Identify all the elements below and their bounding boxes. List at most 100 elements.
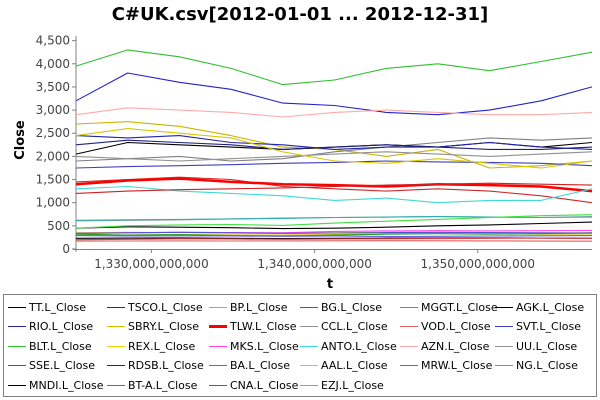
- y-tick-label: 3,500: [36, 80, 70, 94]
- legend-swatch: [107, 365, 125, 366]
- legend: TT.L_Close TSCO.L_Close BP.L_Close BG.L_Clo…: [3, 294, 597, 397]
- series-line: [75, 107, 593, 118]
- legend-label: EZJ.L_Close: [321, 378, 384, 392]
- series-line: [75, 139, 593, 150]
- legend-label: BP.L_Close: [230, 300, 288, 314]
- legend-swatch: [107, 345, 125, 347]
- y-tick-label: 3,000: [36, 103, 70, 117]
- legend-item: VOD.L_Close: [400, 318, 491, 336]
- x-tick-label: 1,330,000,000,000: [94, 257, 209, 271]
- legend-label: TLW.L_Close: [230, 320, 297, 333]
- legend-item: RIO.L_Close: [8, 318, 93, 336]
- legend-item: ANTO.L_Close: [300, 337, 397, 355]
- legend-item: NG.L_Close: [495, 357, 578, 375]
- legend-label: AGK.L_Close: [516, 300, 585, 314]
- legend-item: BA.L_Close: [209, 357, 290, 375]
- y-tick-label: 0: [62, 242, 70, 256]
- legend-swatch: [209, 345, 227, 347]
- series-line: [75, 182, 593, 194]
- legend-item: SSE.L_Close: [8, 357, 95, 375]
- legend-swatch: [209, 365, 227, 366]
- legend-label: SVT.L_Close: [516, 320, 582, 333]
- legend-item: MGGT.L_Close: [400, 298, 498, 316]
- legend-item: TLW.L_Close: [209, 318, 297, 336]
- legend-item: AAL.L_Close: [300, 357, 388, 375]
- series-line: [75, 49, 593, 86]
- legend-item: MKS.L_Close: [209, 337, 299, 355]
- legend-item: MNDI.L_Close: [8, 376, 104, 394]
- legend-swatch: [400, 345, 418, 347]
- y-tick-label: 1,000: [36, 196, 70, 210]
- legend-swatch: [209, 325, 227, 328]
- legend-swatch: [495, 365, 513, 366]
- legend-item: AGK.L_Close: [495, 298, 584, 316]
- plot-area: 0 500 1,000 1,500 2,000 2,500 3,000 3,500 4,000 4…: [36, 34, 593, 271]
- legend-label: MNDI.L_Close: [29, 378, 104, 392]
- chart-svg: C#UK.csv[2012-01-01 ... 2012-12-31] 0 500…: [13, 4, 593, 292]
- legend-label: BT-A.L_Close: [128, 378, 198, 392]
- series-line: [75, 232, 593, 237]
- legend-swatch: [8, 326, 26, 327]
- series-line: [75, 137, 593, 162]
- legend-label: UU.L_Close: [516, 339, 578, 353]
- legend-swatch: [8, 306, 26, 308]
- legend-swatch: [209, 306, 227, 308]
- series-line: [75, 151, 593, 162]
- legend-label: BA.L_Close: [230, 359, 290, 372]
- legend-label: MKS.L_Close: [230, 339, 299, 353]
- y-axis-label: Close: [13, 120, 28, 160]
- legend-swatch: [107, 326, 125, 327]
- legend-item: CCL.L_Close: [300, 318, 388, 336]
- legend-item: SBRY.L_Close: [107, 318, 199, 336]
- legend-label: BLT.L_Close: [29, 339, 92, 353]
- series-line: [75, 214, 593, 229]
- legend-swatch: [107, 384, 125, 386]
- legend-label: RDSB.L_Close: [128, 359, 204, 372]
- series-line: [75, 177, 593, 193]
- legend-item: UU.L_Close: [495, 337, 577, 355]
- series-line: [75, 176, 593, 204]
- legend-swatch: [400, 365, 418, 366]
- legend-swatch: [400, 306, 418, 308]
- legend-item: BT-A.L_Close: [107, 376, 197, 394]
- legend-label: CCL.L_Close: [321, 320, 388, 333]
- legend-swatch: [300, 365, 318, 366]
- legend-item: TSCO.L_Close: [107, 298, 203, 316]
- legend-label: SSE.L_Close: [29, 359, 96, 372]
- series-line: [75, 237, 593, 241]
- series-line: [75, 185, 593, 204]
- legend-label: VOD.L_Close: [421, 320, 491, 333]
- legend-swatch: [300, 345, 318, 347]
- legend-item: REX.L_Close: [107, 337, 195, 355]
- legend-label: NG.L_Close: [516, 359, 578, 372]
- chart-title: C#UK.csv[2012-01-01 ... 2012-12-31]: [112, 4, 489, 25]
- legend-label: AZN.L_Close: [421, 339, 490, 353]
- legend-item: TT.L_Close: [8, 298, 86, 316]
- legend-label: RIO.L_Close: [29, 320, 94, 333]
- legend-swatch: [495, 345, 513, 347]
- legend-item: SVT.L_Close: [495, 318, 581, 336]
- y-tick-label: 1,500: [36, 173, 70, 187]
- y-tick-label: 4,000: [36, 57, 70, 71]
- x-tick-label: 1,340,000,000,000: [257, 257, 372, 271]
- series-line: [75, 72, 593, 116]
- y-tick-label: 500: [47, 219, 70, 233]
- plot-background: [76, 36, 592, 249]
- x-tick-label: 1,350,000,000,000: [421, 257, 536, 271]
- legend-label: ANTO.L_Close: [321, 339, 397, 353]
- legend-label: TSCO.L_Close: [128, 300, 203, 314]
- series-line: [75, 221, 593, 230]
- series-line: [75, 135, 593, 150]
- x-axis-label: t: [327, 277, 333, 292]
- series-line: [75, 128, 593, 169]
- series-line: [75, 160, 593, 169]
- legend-item: MRW.L_Close: [400, 357, 492, 375]
- legend-item: BLT.L_Close: [8, 337, 92, 355]
- legend-label: BG.L_Close: [321, 300, 382, 314]
- series-line: [75, 240, 593, 242]
- legend-swatch: [300, 306, 318, 308]
- legend-item: RDSB.L_Close: [107, 357, 204, 375]
- legend-swatch: [209, 384, 227, 386]
- legend-swatch: [107, 306, 125, 308]
